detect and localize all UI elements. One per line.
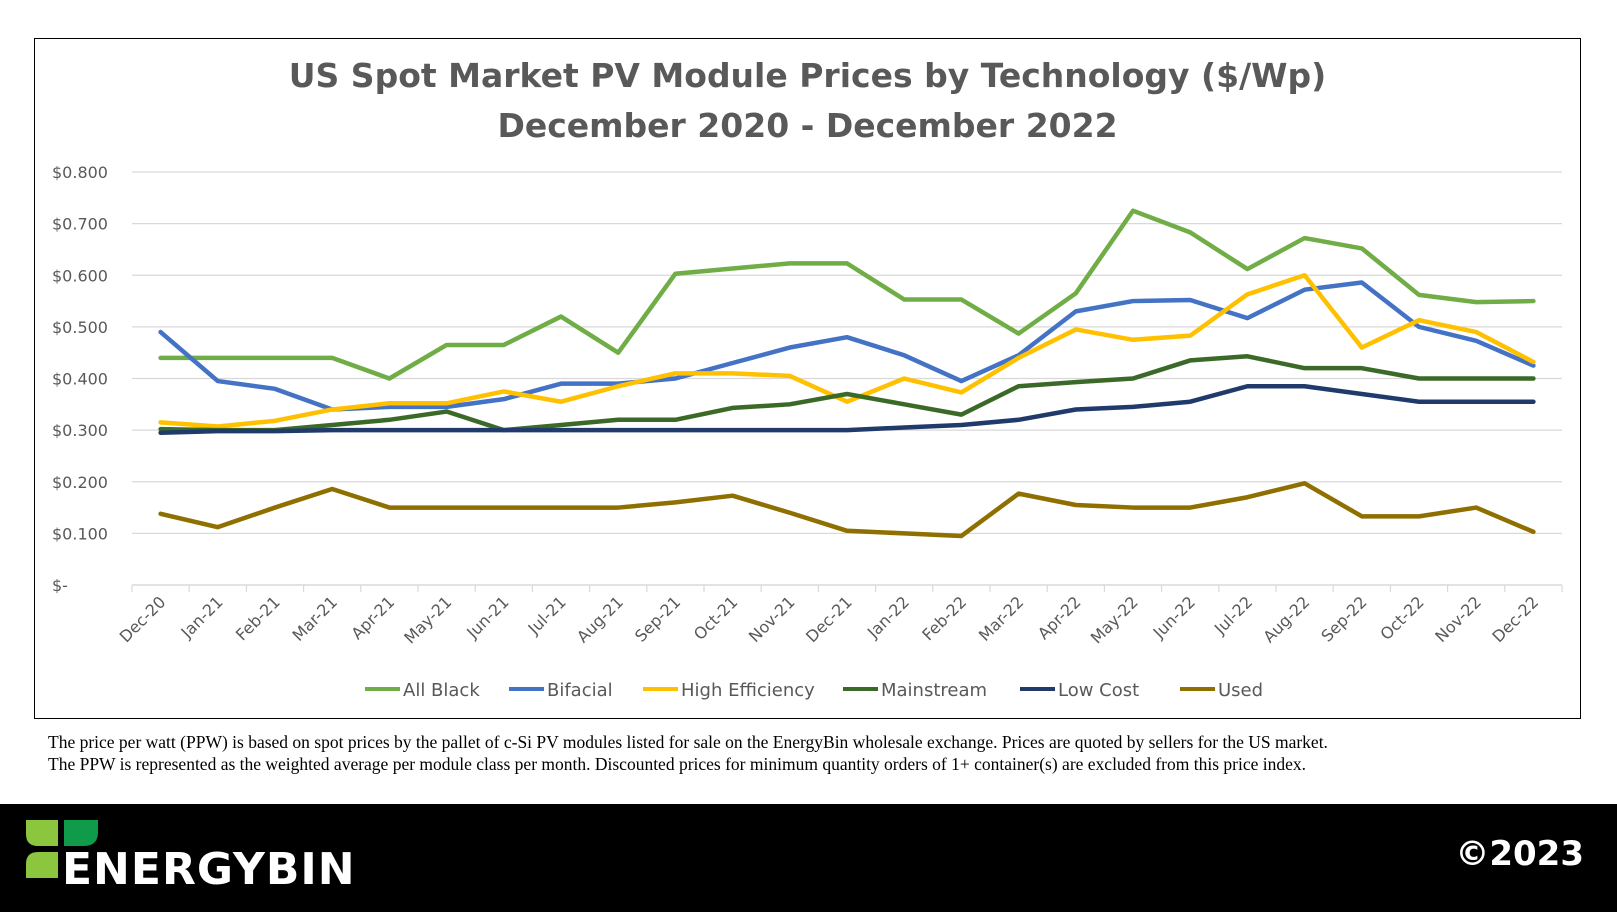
x-tick-label: Jul-21 xyxy=(524,592,570,638)
x-tick-label: Dec-22 xyxy=(1488,592,1542,646)
x-tick-label: Jan-21 xyxy=(177,592,227,642)
chart-title: US Spot Market PV Module Prices by Techn… xyxy=(288,56,1327,95)
legend-label: Mainstream xyxy=(881,680,987,701)
x-tick-label: Jan-22 xyxy=(863,592,913,642)
x-tick-label: Dec-21 xyxy=(802,592,856,646)
series-line-low-cost xyxy=(158,383,1536,435)
chart-subtitle: December 2020 - December 2022 xyxy=(497,106,1118,145)
series-line-all-black xyxy=(158,208,1536,381)
energybin-logo-text: ENERGYBIN xyxy=(62,844,356,895)
y-tick-label: $- xyxy=(52,576,68,595)
x-tick-label: Oct-22 xyxy=(1376,592,1427,643)
series-line-high-efficiency xyxy=(158,273,1536,429)
legend-label: Used xyxy=(1218,680,1263,701)
x-tick-label: Apr-22 xyxy=(1034,592,1085,643)
x-tick-label: Sep-21 xyxy=(631,592,684,645)
x-tick-label: Mar-22 xyxy=(975,592,1028,645)
x-tick-label: Aug-21 xyxy=(573,592,627,646)
series-line-used xyxy=(158,481,1536,539)
x-tick-label: May-21 xyxy=(400,592,455,647)
y-tick-label: $0.500 xyxy=(52,318,108,337)
y-tick-label: $0.100 xyxy=(52,524,108,543)
footnote: The price per watt (PPW) is based on spo… xyxy=(48,731,1588,775)
x-tick-label: Jun-21 xyxy=(462,592,512,642)
y-tick-label: $0.600 xyxy=(52,266,108,285)
legend-label: Low Cost xyxy=(1058,680,1139,701)
x-tick-label: Apr-21 xyxy=(347,592,398,643)
legend-label: Bifacial xyxy=(547,680,613,701)
x-tick-label: Nov-22 xyxy=(1431,592,1485,646)
series-line-bifacial xyxy=(158,280,1536,412)
y-tick-label: $0.800 xyxy=(52,163,108,182)
x-tick-label: Oct-21 xyxy=(690,592,741,643)
footnote-line-1: The price per watt (PPW) is based on spo… xyxy=(48,732,1328,752)
y-tick-label: $0.200 xyxy=(52,473,108,492)
y-tick-label: $0.300 xyxy=(52,421,108,440)
energybin-leaf-logo-icon xyxy=(26,820,98,878)
legend-label: High Efficiency xyxy=(681,680,815,701)
x-tick-label: Nov-21 xyxy=(745,592,799,646)
x-tick-label: Aug-22 xyxy=(1259,592,1313,646)
x-tick-label: Feb-21 xyxy=(232,592,284,644)
x-tick-label: May-22 xyxy=(1087,592,1142,647)
x-tick-label: Jun-22 xyxy=(1149,592,1199,642)
legend-label: All Black xyxy=(403,680,480,701)
line-chart: $- $0.100 $0.200 $0.300 $0.400 $0.500 $0.600 $0… xyxy=(52,163,1563,701)
footnote-line-2: The PPW is represented as the weighted a… xyxy=(48,754,1306,774)
x-tick-label: Jul-22 xyxy=(1210,592,1256,638)
x-tick-label: Mar-21 xyxy=(288,592,341,645)
footer-bar: ENERGYBIN ©2023 xyxy=(0,804,1617,912)
x-tick-label: Feb-22 xyxy=(918,592,970,644)
series-line-mainstream xyxy=(158,354,1536,433)
x-tick-label: Sep-22 xyxy=(1317,592,1370,645)
y-tick-label: $0.700 xyxy=(52,215,108,234)
copyright: ©2023 xyxy=(1455,834,1584,874)
y-tick-label: $0.400 xyxy=(52,370,108,389)
x-tick-label: Dec-20 xyxy=(116,592,170,646)
